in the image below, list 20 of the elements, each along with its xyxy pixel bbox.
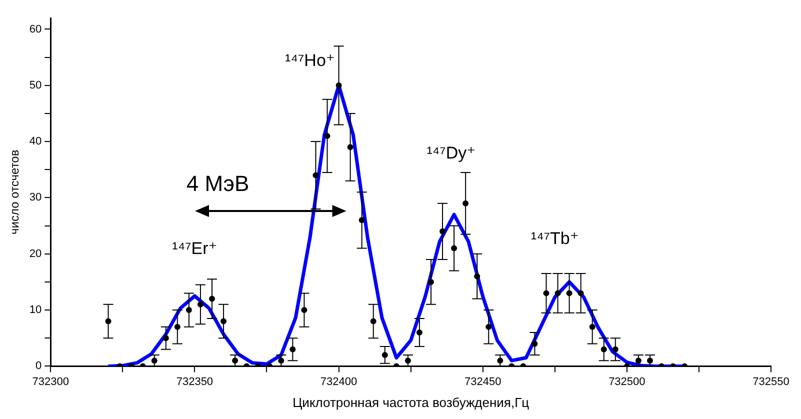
annotation: ¹⁴⁷Tb⁺ xyxy=(530,228,579,248)
x-tick-label: 732450 xyxy=(464,376,502,388)
y-tick-label: 40 xyxy=(29,136,42,148)
y-tick-label: 20 xyxy=(29,248,42,260)
annotation: ¹⁴⁷Er⁺ xyxy=(172,239,218,258)
y-tick-label: 60 xyxy=(29,23,42,36)
x-tick-label: 732500 xyxy=(608,376,646,388)
x-tick-label: 732400 xyxy=(320,376,358,388)
x-tick-label: 732300 xyxy=(32,376,69,388)
annotation: 4 МэВ xyxy=(186,171,250,196)
annotation: ¹⁴⁷Ho⁺ xyxy=(285,51,335,70)
annotation: ¹⁴⁷Dy⁺ xyxy=(426,143,476,162)
x-axis-title: Циклотронная частота возбуждения,Гц xyxy=(292,394,530,410)
y-axis-title: число отсчетов xyxy=(8,150,22,234)
x-tick-label: 732550 xyxy=(752,376,790,388)
x-tick-label: 732350 xyxy=(176,376,214,388)
y-tick-label: 30 xyxy=(29,192,42,204)
y-tick-label: 0 xyxy=(36,360,42,372)
y-tick-label: 10 xyxy=(29,304,42,316)
y-tick-label: 50 xyxy=(29,79,42,92)
